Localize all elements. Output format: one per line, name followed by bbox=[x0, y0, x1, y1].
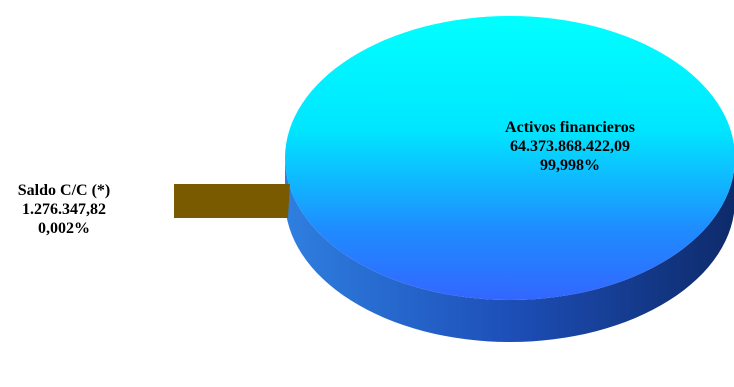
slice-label-saldo-cc: Saldo C/C (*) 1.276.347,82 0,002% bbox=[4, 181, 124, 238]
pie-slice-saldo-cc bbox=[174, 184, 290, 218]
slice-label-value: 1.276.347,82 bbox=[22, 201, 106, 218]
slice-label-value: 64.373.868.422,09 bbox=[510, 138, 630, 155]
slice-label-percent: 99,998% bbox=[540, 157, 600, 174]
pie-slice-activos-financieros-side bbox=[285, 158, 734, 342]
slice-label-name: Activos financieros bbox=[505, 119, 635, 136]
slice-label-activos-financieros: Activos financieros 64.373.868.422,09 99… bbox=[470, 118, 670, 175]
pie-slice-activos-financieros bbox=[285, 16, 734, 300]
slice-label-percent: 0,002% bbox=[38, 220, 90, 237]
slice-label-name: Saldo C/C (*) bbox=[17, 182, 111, 199]
